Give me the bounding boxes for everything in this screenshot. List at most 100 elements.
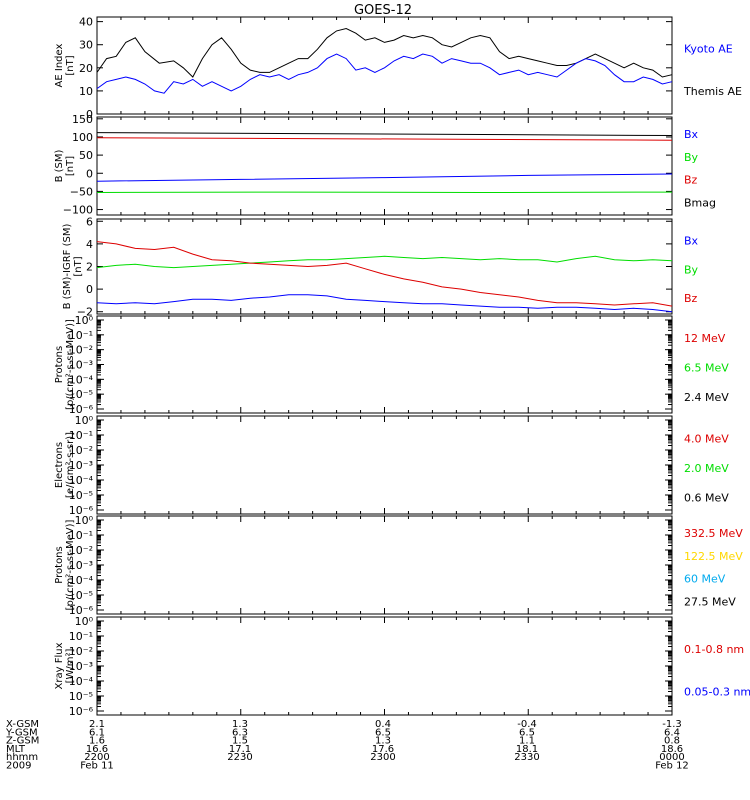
legend-by: By [684,151,699,164]
y-tick-label: 10⁻⁴ [69,675,94,688]
ephemeris-value: 1.1 [519,736,535,747]
y-tick-label: 4 [86,238,93,251]
protons1-frame [96,315,673,414]
y-tick-label: 10⁻⁵ [69,489,93,502]
legend-bx: Bx [684,128,699,141]
bigrf-panel: B (SM)-IGRF (SM)[nT]−2 0 2 4 6 Bx By Bz [62,215,699,318]
y-tick-label: 50 [79,149,93,162]
protons2-panel: Protons[p/(cm²-s-sr-MeV)]10⁰ 10⁻¹ 10⁻² 10⁻³… [54,514,743,617]
ephemeris-value: 1.3 [375,736,391,747]
ephemeris-value: 0.8 [664,736,680,747]
y-tick-label: 10⁻¹ [69,329,93,342]
bsm-ylabel: B (SM)[nT] [54,149,76,182]
ae-series-themis-ae [96,27,673,78]
y-tick-label: 10⁻¹ [69,529,93,542]
ephemeris-label: X-GSM [6,719,39,730]
legend-themis-ae: Themis AE [683,85,742,98]
electrons-ylabel: Electrons[e/(cm²-s-sr)] [54,432,76,498]
y-tick-label: 10⁰ [75,514,94,527]
protons1-ylabel-line: Protons [54,346,65,383]
legend-0-1-0-8-nm: 0.1-0.8 nm [684,643,744,656]
y-tick-label: 2 [86,261,93,274]
y-tick-label: 10⁻⁶ [69,403,94,416]
bigrf-ylabel-line: [nT] [73,256,84,276]
bsm-ylabel-line: [nT] [65,156,76,176]
y-tick-label: −2 [77,306,93,319]
legend-bz: Bz [684,174,698,187]
plot-title: GOES-12 [354,3,412,18]
y-tick-label: 10⁻³ [69,359,93,372]
y-tick-label: 10⁻⁶ [69,705,94,718]
ae-ylabel: AE Index[nT] [54,43,76,87]
bsm-panel: B (SM)[nT] −100 −50 0 50 100 150 Bx By Bz Bmag [54,113,716,217]
legend-0-6-mev: 0.6 MeV [684,492,729,505]
y-tick-label: 10⁻³ [69,660,93,673]
ephemeris-value: 0.4 [375,719,391,730]
ae-series-kyoto-ae [96,53,673,94]
y-tick-label: 10⁰ [75,414,94,427]
ephemeris-value: 17.6 [372,744,394,755]
ephemeris-value: Feb 12 [655,761,689,772]
y-tick-label: 10⁻¹ [69,429,93,442]
ephemeris-value: 1.5 [232,736,248,747]
y-tick-label: 10 [79,85,93,98]
bigrf-frame [96,218,673,315]
y-tick-label: 10⁻⁶ [69,504,94,517]
y-tick-label: 10⁻⁴ [69,373,94,386]
ephemeris-value: 2300 [370,752,395,763]
legend-bz: Bz [684,292,698,305]
electrons-frame [96,415,673,515]
ephemeris-value: -1.3 [662,719,682,730]
y-tick-label: 10⁰ [75,314,94,327]
y-tick-label: 10⁻² [69,344,93,357]
ae-ylabel-line: [nT] [65,55,76,75]
legend-bx: Bx [684,235,699,248]
electrons-ylabel-line: [e/(cm²-s-sr)] [65,432,76,498]
electrons-panel: Electrons[e/(cm²-s-sr)] 10⁰ 10⁻¹ 10⁻² 10⁻³ 10… [54,414,729,517]
legend-4-0-mev: 4.0 MeV [684,432,729,445]
y-tick-label: 10⁻² [69,544,93,557]
y-tick-label: 10⁻⁵ [69,690,93,703]
y-tick-label: 10⁻² [69,645,93,658]
y-tick-label: 10⁻² [69,444,93,457]
legend-bmag: Bmag [684,196,716,209]
xray-frame [96,616,673,716]
xray-panel: Xray Flux[W/m²] 10⁰ 10⁻¹ 10⁻² 10⁻³ 10⁻⁴ 10⁻⁵ 10… [54,615,750,718]
y-tick-label: 10⁻⁶ [69,604,94,617]
bsm-series-bz [96,137,673,141]
legend-27-5-mev: 27.5 MeV [684,595,736,608]
xray-ylabel-line: Xray Flux [54,642,65,689]
legend-12-mev: 12 MeV [684,332,726,345]
ephemeris-value: 1.6 [89,736,105,747]
bigrf-ylabel: B (SM)-IGRF (SM)[nT] [62,224,84,310]
y-tick-label: 100 [72,131,93,144]
legend-by: By [684,263,699,276]
y-tick-label: −100 [63,204,93,217]
y-tick-label: 6 [86,215,93,228]
legend-kyoto-ae: Kyoto AE [684,43,733,56]
bigrf-series-bx [96,294,673,313]
y-tick-label: 10⁻¹ [69,630,93,643]
y-tick-label: 0 [86,283,93,296]
y-tick-label: −50 [70,185,93,198]
bsm-frame [96,116,673,216]
ephemeris-label: 2009 [6,761,31,772]
ephemeris-value: 17.1 [229,744,251,755]
ae-frame [96,16,673,115]
ephemeris-value: 1.3 [232,719,248,730]
ephemeris-value: 2330 [514,752,539,763]
protons2-ylabel-line: Protons [54,546,65,583]
protons1-ylabel: Protons[p/(cm²-s-sr-MeV)] [54,319,76,410]
legend-122-5-mev: 122.5 MeV [684,550,743,563]
ephemeris-label: Z-GSM [6,736,39,747]
y-tick-label: 30 [79,39,93,52]
ephemeris-label: MLT [6,744,26,755]
ephemeris-value: 2.1 [89,719,105,730]
y-tick-label: 10⁻⁵ [69,589,93,602]
legend-6-5-mev: 6.5 MeV [684,361,729,374]
ephemeris-value: 2230 [227,752,252,763]
ephemeris-value: 2200 [84,752,109,763]
ephemeris-value: Feb 11 [80,761,114,772]
y-tick-label: 10⁻⁴ [69,474,94,487]
